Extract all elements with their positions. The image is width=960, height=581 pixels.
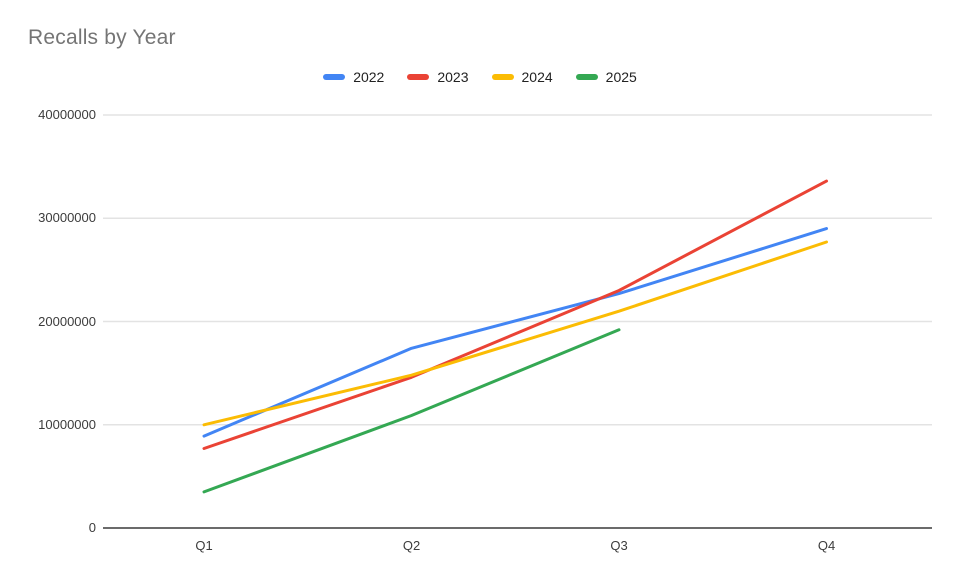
chart-title: Recalls by Year	[28, 26, 176, 49]
series-line-2023	[202, 179, 828, 450]
legend-swatch-icon	[407, 74, 430, 80]
y-axis-tick-label: 10000000	[38, 416, 96, 432]
series-line-2022	[202, 227, 828, 438]
y-axis-tick-label: 30000000	[38, 210, 96, 226]
series-line-2025	[202, 328, 621, 494]
x-axis-tick-label: Q2	[402, 538, 421, 553]
legend-item-label: 2025	[605, 69, 637, 85]
legend-item-label: 2023	[437, 69, 469, 85]
y-axis-tick-label: 20000000	[38, 313, 96, 329]
legend-swatch-icon	[323, 74, 346, 80]
legend-swatch-icon	[575, 74, 598, 80]
legend-swatch-icon	[491, 74, 514, 80]
legend-item-2023: 2023	[407, 69, 469, 85]
y-axis-tick-label: 40000000	[38, 107, 96, 122]
legend-item-label: 2024	[521, 69, 553, 85]
legend-item-label: 2022	[353, 69, 385, 85]
chart-legend: 2022 2023 2024 2025	[0, 69, 960, 85]
legend-item-2024: 2024	[491, 69, 553, 85]
x-axis-tick-label: Q3	[610, 538, 628, 553]
x-axis-tick-label: Q4	[817, 538, 836, 553]
y-axis-tick-label: 0	[88, 520, 96, 535]
series-line-2024	[202, 240, 828, 427]
legend-item-2025: 2025	[575, 69, 637, 85]
legend-item-2022: 2022	[323, 69, 384, 85]
x-axis-tick-label: Q1	[195, 538, 213, 553]
